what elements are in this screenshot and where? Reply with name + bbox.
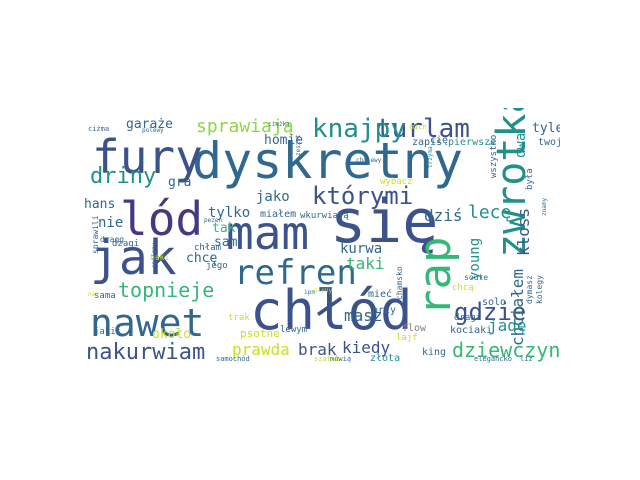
word-dragi: dragi	[454, 313, 482, 323]
word-lajf: lajf	[396, 333, 418, 343]
word-dragg: dragg	[100, 235, 125, 244]
word-trzyma: trzyma	[427, 146, 434, 168]
word-samochod: samochód	[216, 355, 250, 363]
word-kiedy: kiedy	[342, 338, 391, 357]
word-okolo: około	[152, 327, 192, 342]
word-ktorymi: którymi	[312, 182, 414, 210]
word-dymasz: dymasz	[525, 275, 534, 304]
word-topnieje: topnieje	[118, 278, 215, 302]
word-chlod: chłód	[250, 279, 413, 342]
word-jako: jako	[256, 189, 290, 205]
word-polewy: polewy	[142, 127, 164, 134]
word-soute: soute	[464, 273, 489, 282]
word-masz: masz	[344, 306, 383, 325]
word-lod: lód	[120, 192, 204, 246]
word-sama: sama	[94, 291, 116, 301]
word-kociaki: kociaki	[450, 325, 493, 336]
word-turlam: turlam	[376, 114, 470, 144]
word-zeszyt: zeszyt	[295, 134, 302, 156]
word-mowia: mówią	[330, 355, 352, 363]
word-nie: nie	[98, 215, 124, 231]
word-szafie: szafie	[314, 355, 340, 363]
word-cie: cię	[430, 135, 449, 146]
word-liz: liz	[520, 355, 533, 363]
word-driny: driny	[90, 164, 157, 189]
word-dyskretny: dyskretny	[192, 132, 463, 190]
word-ciezka: ciężka	[268, 121, 290, 128]
word-homie: homie	[264, 133, 304, 148]
word-ipn: ipn	[304, 289, 315, 296]
word-dzagi: dżagi	[112, 239, 140, 249]
word-kloss: kloss	[514, 207, 533, 256]
word-cizma: ciżma	[88, 125, 110, 133]
word-tylko: tylko	[208, 205, 251, 221]
word-mich: mich	[410, 123, 427, 131]
word-przy: przy	[372, 305, 397, 316]
word-fury: fury	[92, 130, 203, 184]
word-nas: nas	[88, 291, 99, 298]
word-spojrzy: spojrzy	[151, 242, 158, 268]
word-solo: solo	[482, 297, 507, 308]
word-taki: taki	[346, 254, 385, 273]
word-nakurwiam: nakurwiam	[86, 340, 206, 365]
word-pierwsze: pierwsze	[448, 137, 497, 148]
word-trak: trak	[228, 313, 250, 323]
word-flow: flow	[402, 323, 427, 334]
word-garaze: garaże	[126, 117, 173, 132]
word-byla: była	[525, 168, 535, 190]
word-sprawiaja: sprawiają	[196, 116, 294, 137]
word-psotne: psotne	[240, 327, 280, 340]
word-elegancko: elegancko	[474, 355, 512, 363]
word-chce: chcę	[186, 251, 218, 266]
word-znamy: znamy	[541, 197, 548, 216]
word-zapis: zapis	[412, 137, 443, 148]
word-dwa: dwa	[513, 132, 529, 158]
word-sprawili: sprawili	[91, 215, 100, 254]
word-wkurwiaja: wkurwiają	[300, 211, 349, 221]
word-chamsko: chamsko	[395, 266, 404, 300]
word-zlota: złota	[370, 353, 401, 364]
word-gdzie: gdzie	[454, 298, 527, 326]
word-prawda: prawda	[232, 340, 290, 359]
word-sie: się	[330, 187, 439, 257]
word-miec: mieć	[368, 289, 393, 300]
word-pezen: pezen	[204, 217, 223, 224]
word-brak: brak	[298, 340, 337, 359]
word-baki: baki	[150, 253, 170, 262]
word-hans: hans	[84, 197, 116, 212]
word-lewym: lewym	[280, 325, 308, 335]
word-cholewy: cholewy	[356, 157, 382, 164]
word-mialem: miałem	[260, 209, 297, 220]
word-wybacz: wybacz	[380, 177, 413, 187]
word-twoje: twoje	[538, 137, 560, 148]
word-dzis: dziś	[424, 206, 463, 225]
word-refren: refren	[234, 253, 357, 293]
word-rap: rap	[410, 236, 461, 316]
word-jego: jego	[206, 261, 228, 271]
word-chlam: chłam	[194, 243, 222, 253]
word-tak: tak	[212, 221, 236, 236]
word-knajpy: knajpy	[312, 114, 406, 144]
word-mam: mam	[226, 206, 310, 260]
word-wszystko: wszystko	[489, 134, 499, 178]
word-gra: gra	[168, 175, 192, 190]
word-lece: lecę	[468, 202, 512, 223]
word-kurwa: kurwa	[340, 241, 383, 257]
word-kolegy: kolegy	[535, 275, 544, 304]
word-chca: chcą	[452, 283, 474, 293]
word-jade: jadę	[488, 316, 527, 335]
word-jak: jak	[90, 230, 177, 286]
word-cloud: dyskretny się chłód mam jak zwrotka lód …	[80, 108, 560, 372]
word-jakis: jakiś	[94, 327, 122, 337]
word-king: king	[422, 347, 447, 358]
word-tyle: tyle	[532, 121, 560, 136]
word-pieny: pieny	[314, 287, 333, 294]
word-dziewczyny: dziewczyny	[452, 338, 560, 362]
word-nawet: nawet	[90, 301, 205, 345]
word-sam: sam	[214, 235, 238, 250]
